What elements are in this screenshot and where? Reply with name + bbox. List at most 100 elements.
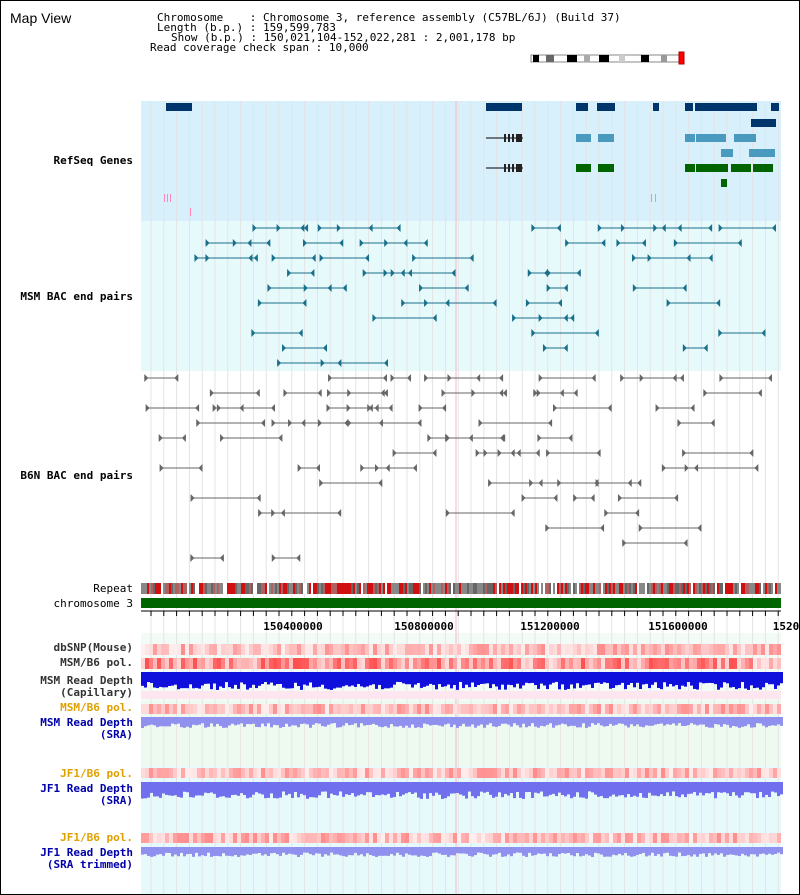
- polymorphism-heat-cell: [665, 768, 669, 778]
- repeat-segment: [453, 583, 455, 594]
- read-depth-bar: [327, 847, 330, 856]
- read-depth-bar: [324, 782, 327, 792]
- read-depth-bar: [438, 847, 441, 854]
- track-label-jf1-b6-pol[interactable]: JF1/B6 pol.: [60, 767, 133, 780]
- b6n-bac-pair-end: [674, 494, 679, 502]
- b6n-bac-pair-end: [346, 404, 351, 412]
- read-depth-bar: [675, 782, 678, 797]
- polymorphism-heat-cell: [321, 644, 325, 655]
- polymorphism-heat-cell: [289, 658, 293, 669]
- polymorphism-heat-cell: [633, 658, 637, 669]
- track-label-msm-depth-cap-1[interactable]: MSM Read Depth: [40, 674, 133, 687]
- polymorphism-heat-cell: [173, 833, 177, 843]
- track-label-b6n-bac[interactable]: B6N BAC end pairs: [20, 469, 133, 482]
- read-depth-bar: [705, 782, 708, 794]
- track-label-jf1-b6-pol-2[interactable]: JF1/B6 pol.: [60, 831, 133, 844]
- repeat-segment: [701, 583, 703, 594]
- polymorphism-heat-cell: [541, 833, 545, 843]
- track-label-dbsnp[interactable]: dbSNP(Mouse): [53, 641, 133, 654]
- polymorphism-heat-cell: [373, 658, 377, 669]
- polymorphism-heat-cell: [757, 768, 761, 778]
- read-depth-bar: [657, 717, 660, 724]
- read-depth-bar: [654, 782, 657, 796]
- track-label-msm-bac[interactable]: MSM BAC end pairs: [20, 290, 133, 303]
- read-depth-bar: [483, 672, 486, 684]
- polymorphism-heat-cell: [593, 833, 597, 843]
- polymorphism-heat-cell: [361, 768, 365, 778]
- track-label-jf1-depth-trim-1[interactable]: JF1 Read Depth: [40, 846, 133, 859]
- read-depth-bar: [180, 782, 183, 798]
- track-label-jf1-depth-sra-1[interactable]: JF1 Read Depth: [40, 782, 133, 795]
- track-label-msm-b6-pol-2[interactable]: MSM/B6 pol.: [60, 701, 133, 714]
- repeat-segment: [151, 583, 153, 594]
- read-depth-bar: [354, 717, 357, 724]
- read-depth-bar: [672, 782, 675, 792]
- track-label-msm-b6-pol[interactable]: MSM/B6 pol.: [60, 656, 133, 669]
- msm-bac-pair-end: [277, 359, 282, 367]
- read-depth-bar: [369, 717, 372, 725]
- read-depth-bar: [279, 782, 282, 798]
- read-depth-bar: [693, 672, 696, 689]
- refseq-exon: [504, 164, 506, 172]
- polymorphism-heat-cell: [645, 833, 649, 843]
- polymorphism-heat-cell: [777, 644, 781, 655]
- read-depth-bar: [402, 782, 405, 795]
- read-depth-bar: [195, 782, 198, 796]
- track-label-refseq[interactable]: RefSeq Genes: [53, 154, 133, 167]
- read-depth-bar: [309, 672, 312, 683]
- read-depth-bar: [285, 847, 288, 855]
- read-depth-bar: [159, 717, 162, 727]
- read-depth-bar: [306, 672, 309, 686]
- polymorphism-heat-cell: [373, 704, 377, 714]
- read-depth-bar: [354, 782, 357, 797]
- read-depth-bar: [462, 782, 465, 796]
- msm-bac-pair-end: [339, 239, 344, 247]
- msm-bac-pair-end: [419, 284, 424, 292]
- read-depth-bar: [453, 672, 456, 685]
- repeat-segment: [697, 583, 699, 594]
- repeat-segment: [299, 583, 301, 594]
- repeat-segment: [415, 583, 417, 594]
- b6n-bac-pair-end: [297, 464, 302, 472]
- repeat-segment: [447, 583, 449, 594]
- msm-bac-pair-end: [267, 284, 272, 292]
- polymorphism-heat-cell: [477, 833, 481, 843]
- polymorphism-heat-cell: [469, 768, 473, 778]
- repeat-segment: [675, 583, 677, 594]
- repeat-segment: [479, 583, 481, 594]
- repeat-segment: [561, 583, 563, 594]
- b6n-bac-pair-end: [360, 464, 365, 472]
- repeat-segment: [577, 583, 579, 594]
- read-depth-bar: [276, 782, 279, 799]
- polymorphism-heat-cell: [669, 644, 673, 655]
- repeat-segment: [147, 583, 149, 594]
- read-depth-bar: [432, 672, 435, 685]
- polymorphism-heat-cell: [285, 768, 289, 778]
- msm-bac-pair-end: [531, 224, 536, 232]
- read-depth-bar: [690, 847, 693, 857]
- polymorphism-heat-cell: [581, 644, 585, 655]
- read-depth-bar: [705, 847, 708, 857]
- read-depth-bar: [360, 782, 363, 795]
- read-depth-bar: [618, 847, 621, 854]
- polymorphism-heat-cell: [485, 768, 489, 778]
- read-depth-bar: [594, 717, 597, 725]
- polymorphism-heat-cell: [169, 658, 173, 669]
- msm-bac-pair-end: [252, 224, 257, 232]
- repeat-segment: [619, 583, 621, 594]
- polymorphism-heat-cell: [429, 658, 433, 669]
- read-depth-bar: [165, 847, 168, 853]
- b6n-bac-pair-end: [682, 449, 687, 457]
- polymorphism-heat-cell: [505, 658, 509, 669]
- read-depth-bar: [492, 717, 495, 727]
- read-depth-bar: [267, 672, 270, 685]
- read-depth-bar: [243, 672, 246, 685]
- read-depth-bar: [771, 847, 774, 855]
- repeat-segment: [285, 583, 287, 594]
- polymorphism-heat-cell: [585, 704, 589, 714]
- read-depth-bar: [372, 847, 375, 856]
- polymorphism-heat-cell: [485, 658, 489, 669]
- read-depth-bar: [774, 717, 777, 726]
- track-label-msm-depth-sra-1[interactable]: MSM Read Depth: [40, 716, 133, 729]
- msm-bac-pair-end: [336, 224, 341, 232]
